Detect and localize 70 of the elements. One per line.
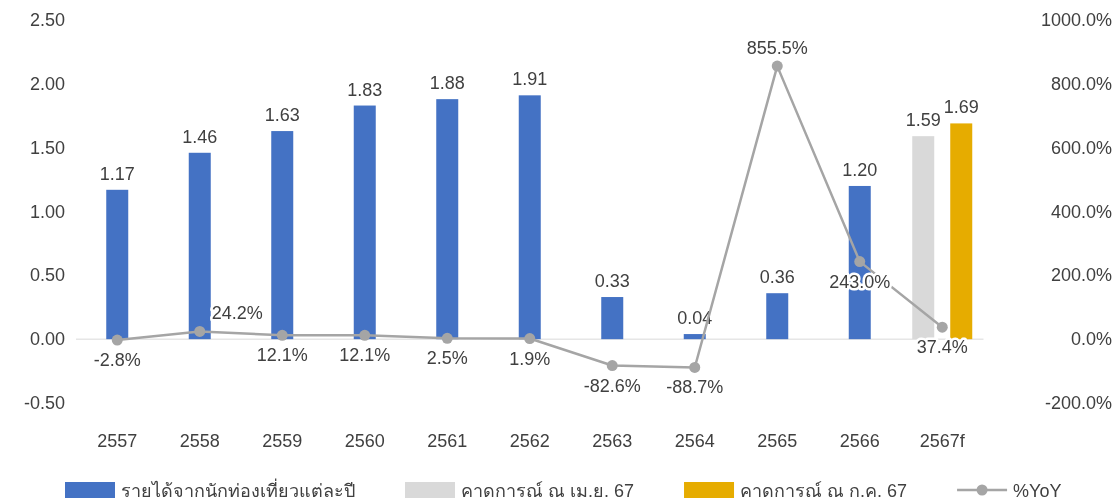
x-tick-label: 2564	[674, 431, 715, 451]
bar	[271, 131, 294, 340]
legend-label: คาดการณ์ ณ เม.ย. 67	[461, 481, 635, 501]
bar	[950, 123, 973, 340]
data-label: 1.17	[99, 163, 135, 184]
data-label: 37.4%	[916, 337, 968, 358]
y-tick-label: 2.00	[29, 73, 65, 94]
bar	[353, 105, 376, 340]
data-label: 1.20	[842, 159, 878, 180]
bar	[436, 99, 459, 340]
x-tick-label: 2567f	[919, 431, 966, 451]
point	[111, 334, 123, 346]
data-label: 12.1%	[256, 345, 308, 366]
legend-label: รายได้จากนักท่องเที่ยวแต่ละปี	[121, 478, 355, 501]
point	[936, 321, 948, 333]
y2-tick-label: 200.0%	[1050, 265, 1112, 286]
data-label: 1.46	[182, 126, 218, 147]
bar	[518, 95, 541, 340]
legend-label: คาดการณ์ ณ ก.ค. 67	[740, 481, 908, 501]
y-tick-label: 0.00	[29, 329, 65, 350]
y-tick-label: -0.50	[23, 393, 65, 413]
x-tick-label: 2560	[344, 431, 385, 451]
data-label: 1.9%	[509, 348, 551, 369]
y-tick-label: 1.00	[29, 201, 65, 222]
y2-tick-label: -200.0%	[1044, 393, 1112, 413]
y2-tick-label: 800.0%	[1050, 73, 1112, 94]
point	[771, 60, 783, 72]
bar	[106, 189, 129, 340]
point	[276, 329, 288, 341]
point	[854, 256, 866, 268]
data-label: -2.8%	[93, 350, 141, 371]
x-tick-label: 2562	[509, 431, 550, 451]
x-tick-label: 2563	[592, 431, 633, 451]
data-label: 2.5%	[426, 348, 468, 369]
data-label: 1.91	[512, 69, 548, 90]
data-label: 1.83	[347, 79, 383, 100]
data-label: 24.2%	[211, 303, 263, 324]
data-label: -82.6%	[583, 375, 641, 396]
data-label: 1.63	[264, 105, 300, 126]
y-tick-label: 1.50	[29, 137, 65, 158]
x-tick-label: 2565	[757, 431, 798, 451]
point	[359, 329, 371, 341]
y2-tick-label: 0.0%	[1070, 329, 1112, 350]
point	[441, 332, 453, 344]
y-tick-label: 0.50	[29, 265, 65, 286]
bar	[766, 293, 789, 340]
data-label: 0.36	[759, 267, 795, 288]
data-label: 12.1%	[339, 345, 391, 366]
data-label: 855.5%	[746, 38, 808, 59]
point	[524, 333, 536, 345]
x-tick-label: 2561	[427, 431, 468, 451]
data-label: 1.59	[905, 110, 941, 131]
data-label: 1.69	[943, 97, 979, 118]
x-tick-label: 2566	[839, 431, 880, 451]
data-label: 1.88	[429, 73, 465, 94]
data-label: 0.33	[594, 271, 630, 292]
x-tick-label: 2559	[262, 431, 303, 451]
x-tick-label: 2558	[179, 431, 220, 451]
bar	[601, 297, 624, 340]
point	[194, 325, 206, 337]
y-tick-label: 2.50	[29, 10, 65, 30]
point	[606, 360, 618, 372]
point	[689, 361, 701, 373]
data-label: -88.7%	[666, 377, 724, 398]
x-tick-label: 2557	[97, 431, 138, 451]
y2-tick-label: 400.0%	[1050, 201, 1112, 222]
bar	[188, 152, 211, 340]
legend-label: %YoY	[1013, 481, 1062, 501]
y2-tick-label: 1000.0%	[1040, 10, 1112, 30]
y2-tick-label: 600.0%	[1050, 137, 1112, 158]
